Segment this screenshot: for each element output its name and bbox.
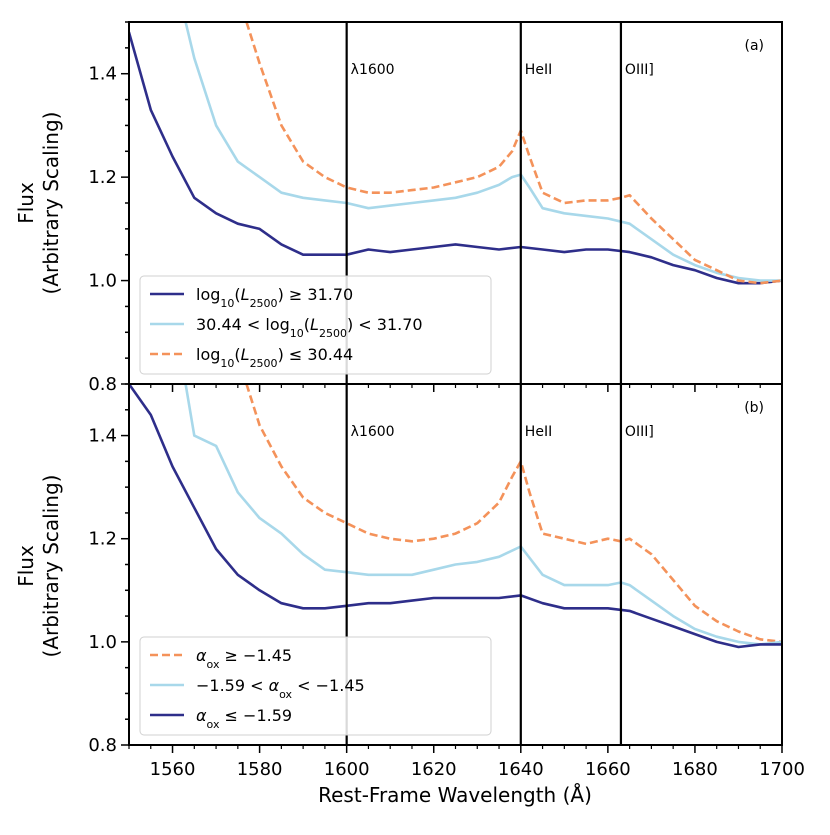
series-line-1 <box>245 384 782 644</box>
y-axis-label-top-line2: (Arbitrary Scaling) <box>39 112 63 295</box>
x-tick-label: 1580 <box>237 759 283 780</box>
legend-label-3: log10(L2500) ≤ 30.44 <box>196 345 353 370</box>
legend-label-1: log10(L2500) ≥ 31.70 <box>196 285 353 310</box>
x-tick-label: 1620 <box>411 759 457 780</box>
y-tick-label: 0.8 <box>88 374 117 395</box>
legend-label-3: αox ≤ −1.59 <box>196 706 292 731</box>
x-tick-label: 1560 <box>150 759 196 780</box>
reference-line-label-1: λ1600 <box>351 424 395 440</box>
x-tick-label: 1680 <box>672 759 718 780</box>
x-tick-label: 1700 <box>759 759 805 780</box>
y-tick-label: 1.0 <box>88 632 117 653</box>
reference-line-label-3: OIII] <box>625 62 654 78</box>
legend-label-2: 30.44 < log10(L2500) < 31.70 <box>196 315 423 340</box>
legend-label-1: αox ≥ −1.45 <box>196 646 292 671</box>
legend-box <box>139 636 492 736</box>
x-axis-label: Rest-Frame Wavelength (Å) <box>318 783 592 807</box>
series-line-2 <box>184 22 782 282</box>
panel-a: λ1600 HeII OIII] (a) 0.8 1.0 1.2 1.4 log10(L2500… <box>88 21 783 395</box>
x-tick-label: 1600 <box>324 759 370 780</box>
y-tick-label: 1.0 <box>88 271 117 292</box>
panel-b: λ1600 HeII OIII] (b) 0.8 1.0 1.2 1.4 1560 1580 160… <box>88 383 805 780</box>
y-axis-label-top-line1: Flux <box>14 182 38 224</box>
y-tick-label: 1.4 <box>88 426 117 447</box>
x-tick-label: 1640 <box>498 759 544 780</box>
y-axis-label-bottom-line1: Flux <box>14 545 38 587</box>
y-tick-label: 1.2 <box>88 167 117 188</box>
series-group <box>129 384 782 649</box>
series-group <box>129 22 782 285</box>
y-tick-label: 0.8 <box>88 735 117 756</box>
legend: αox ≥ −1.45 −1.59 < αox < −1.45 αox ≤ −1.5… <box>139 636 492 736</box>
series-line-3 <box>245 22 782 285</box>
panel-label: (b) <box>744 400 764 416</box>
reference-line-label-1: λ1600 <box>351 62 395 78</box>
reference-line-label-3: OIII] <box>625 424 654 440</box>
series-line-3 <box>129 384 782 649</box>
legend-label-2: −1.59 < αox < −1.45 <box>196 676 365 701</box>
reference-line-label-2: HeII <box>525 424 552 440</box>
legend: log10(L2500) ≥ 31.70 30.44 < log10(L2500)… <box>139 275 492 375</box>
y-tick-label: 1.2 <box>88 529 117 550</box>
legend-box <box>139 275 492 375</box>
series-line-1 <box>129 30 782 285</box>
reference-line-label-2: HeII <box>525 62 552 78</box>
x-tick-label: 1660 <box>585 759 631 780</box>
panel-label: (a) <box>744 38 764 54</box>
panels-layer: λ1600 HeII OIII] (a) 0.8 1.0 1.2 1.4 log10(L2500… <box>88 21 805 780</box>
y-axis-label-bottom-line2: (Arbitrary Scaling) <box>39 475 63 658</box>
series-line-2 <box>184 384 782 646</box>
y-tick-label: 1.4 <box>88 64 117 85</box>
